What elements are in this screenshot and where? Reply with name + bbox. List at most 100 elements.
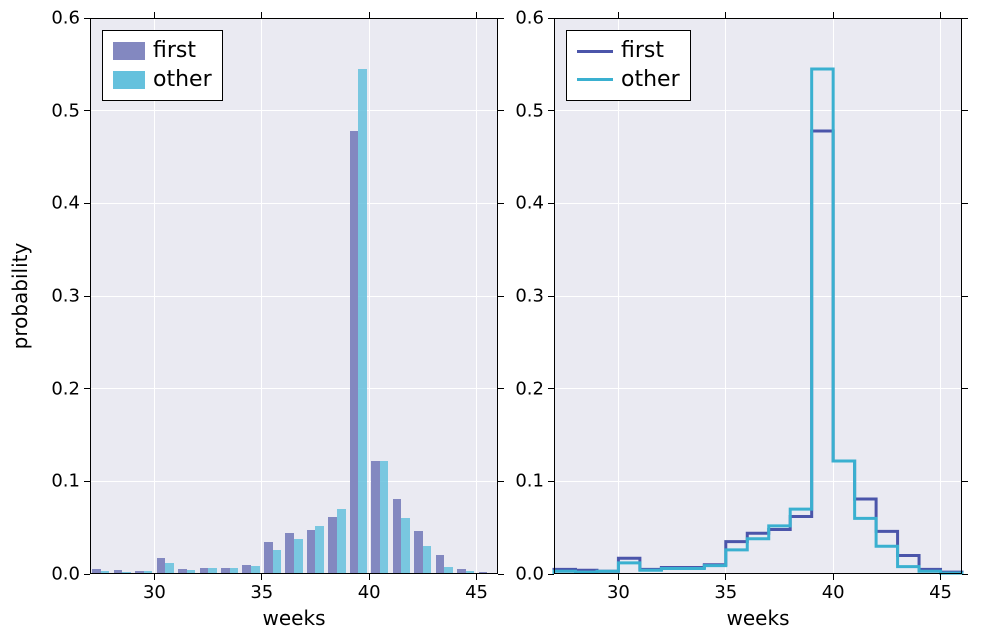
bar-other	[380, 461, 389, 574]
bar-first	[414, 531, 423, 574]
xtick-label: 40	[822, 582, 845, 603]
ytick	[84, 481, 90, 482]
xtick-label: 35	[250, 582, 273, 603]
bar-other	[273, 550, 282, 574]
ytick-label: 0.2	[51, 378, 80, 399]
gridline-h	[90, 18, 498, 19]
legend-label: first	[621, 37, 664, 66]
ytick	[548, 110, 554, 111]
xtick	[940, 12, 941, 18]
ytick	[84, 110, 90, 111]
bar-first	[328, 517, 337, 574]
ytick	[548, 388, 554, 389]
right-axes-area	[554, 18, 962, 574]
xtick-label: 45	[929, 582, 952, 603]
xtick	[618, 12, 619, 18]
ytick-label: 0.5	[51, 100, 80, 121]
ytick	[962, 203, 968, 204]
legend-swatch-line	[577, 50, 613, 53]
left-xlabel: weeks	[263, 606, 326, 630]
legend-label: other	[621, 66, 680, 95]
xtick	[476, 12, 477, 18]
bar-first	[157, 558, 166, 574]
ytick-label: 0.3	[51, 286, 80, 307]
legend-item: first	[577, 37, 680, 66]
bar-other	[466, 571, 475, 574]
bar-first	[393, 499, 402, 574]
xtick-label: 30	[607, 582, 630, 603]
bar-other	[165, 563, 174, 574]
gridline-h	[90, 388, 498, 389]
ytick-label: 0.6	[515, 8, 544, 29]
ytick-label: 0.1	[515, 471, 544, 492]
ytick	[84, 296, 90, 297]
xtick	[725, 574, 726, 580]
bar-other	[444, 567, 453, 574]
bar-first	[92, 569, 101, 574]
gridline-h	[90, 481, 498, 482]
xtick	[940, 574, 941, 580]
bar-first	[307, 530, 316, 574]
bar-first	[221, 568, 230, 574]
ytick	[548, 203, 554, 204]
ytick	[498, 388, 504, 389]
bar-other	[208, 568, 217, 574]
bar-other	[230, 568, 239, 574]
ytick-label: 0.1	[51, 471, 80, 492]
legend-item: first	[113, 37, 212, 66]
bar-other	[487, 573, 496, 574]
legend-item: other	[113, 66, 212, 95]
bar-first	[436, 555, 445, 574]
ytick	[84, 18, 90, 19]
xtick	[154, 574, 155, 580]
xtick	[261, 12, 262, 18]
ytick-label: 0.3	[515, 286, 544, 307]
xtick	[725, 12, 726, 18]
legend-item: other	[577, 66, 680, 95]
ytick-label: 0.0	[51, 564, 80, 585]
step-line-other	[554, 69, 962, 574]
bar-first	[178, 569, 187, 574]
legend-swatch-line	[577, 78, 613, 81]
ytick	[498, 18, 504, 19]
xtick	[833, 12, 834, 18]
xtick-label: 30	[143, 582, 166, 603]
xtick-label: 45	[465, 582, 488, 603]
xtick	[369, 574, 370, 580]
ytick	[962, 18, 968, 19]
legend-swatch-rect	[113, 42, 145, 60]
ytick-label: 0.2	[515, 378, 544, 399]
ytick-label: 0.6	[51, 8, 80, 29]
bar-other	[315, 526, 324, 574]
ytick	[498, 296, 504, 297]
ytick	[962, 388, 968, 389]
xtick-label: 40	[358, 582, 381, 603]
bar-other	[358, 69, 367, 574]
gridline-h	[90, 110, 498, 111]
bar-other	[294, 539, 303, 574]
bar-other	[423, 546, 432, 574]
step-line-first	[554, 131, 962, 574]
bar-first	[457, 569, 466, 574]
figure: 303540450.00.10.20.30.40.50.6firstother …	[0, 0, 1000, 638]
xtick	[833, 574, 834, 580]
bar-first	[114, 570, 123, 574]
ytick	[962, 481, 968, 482]
bar-first	[200, 568, 209, 574]
left-legend: firstother	[102, 30, 223, 101]
ytick	[548, 18, 554, 19]
bar-other	[187, 570, 196, 574]
legend-label: first	[153, 37, 196, 66]
xtick	[618, 574, 619, 580]
ytick-label: 0.5	[515, 100, 544, 121]
step-svg	[554, 18, 962, 574]
gridline-h	[90, 296, 498, 297]
left-axes-area	[90, 18, 498, 574]
ytick	[498, 481, 504, 482]
bar-first	[479, 572, 488, 574]
bar-other	[122, 572, 131, 574]
bar-first	[242, 565, 251, 574]
ytick	[84, 388, 90, 389]
xtick	[476, 574, 477, 580]
bar-first	[264, 542, 273, 574]
